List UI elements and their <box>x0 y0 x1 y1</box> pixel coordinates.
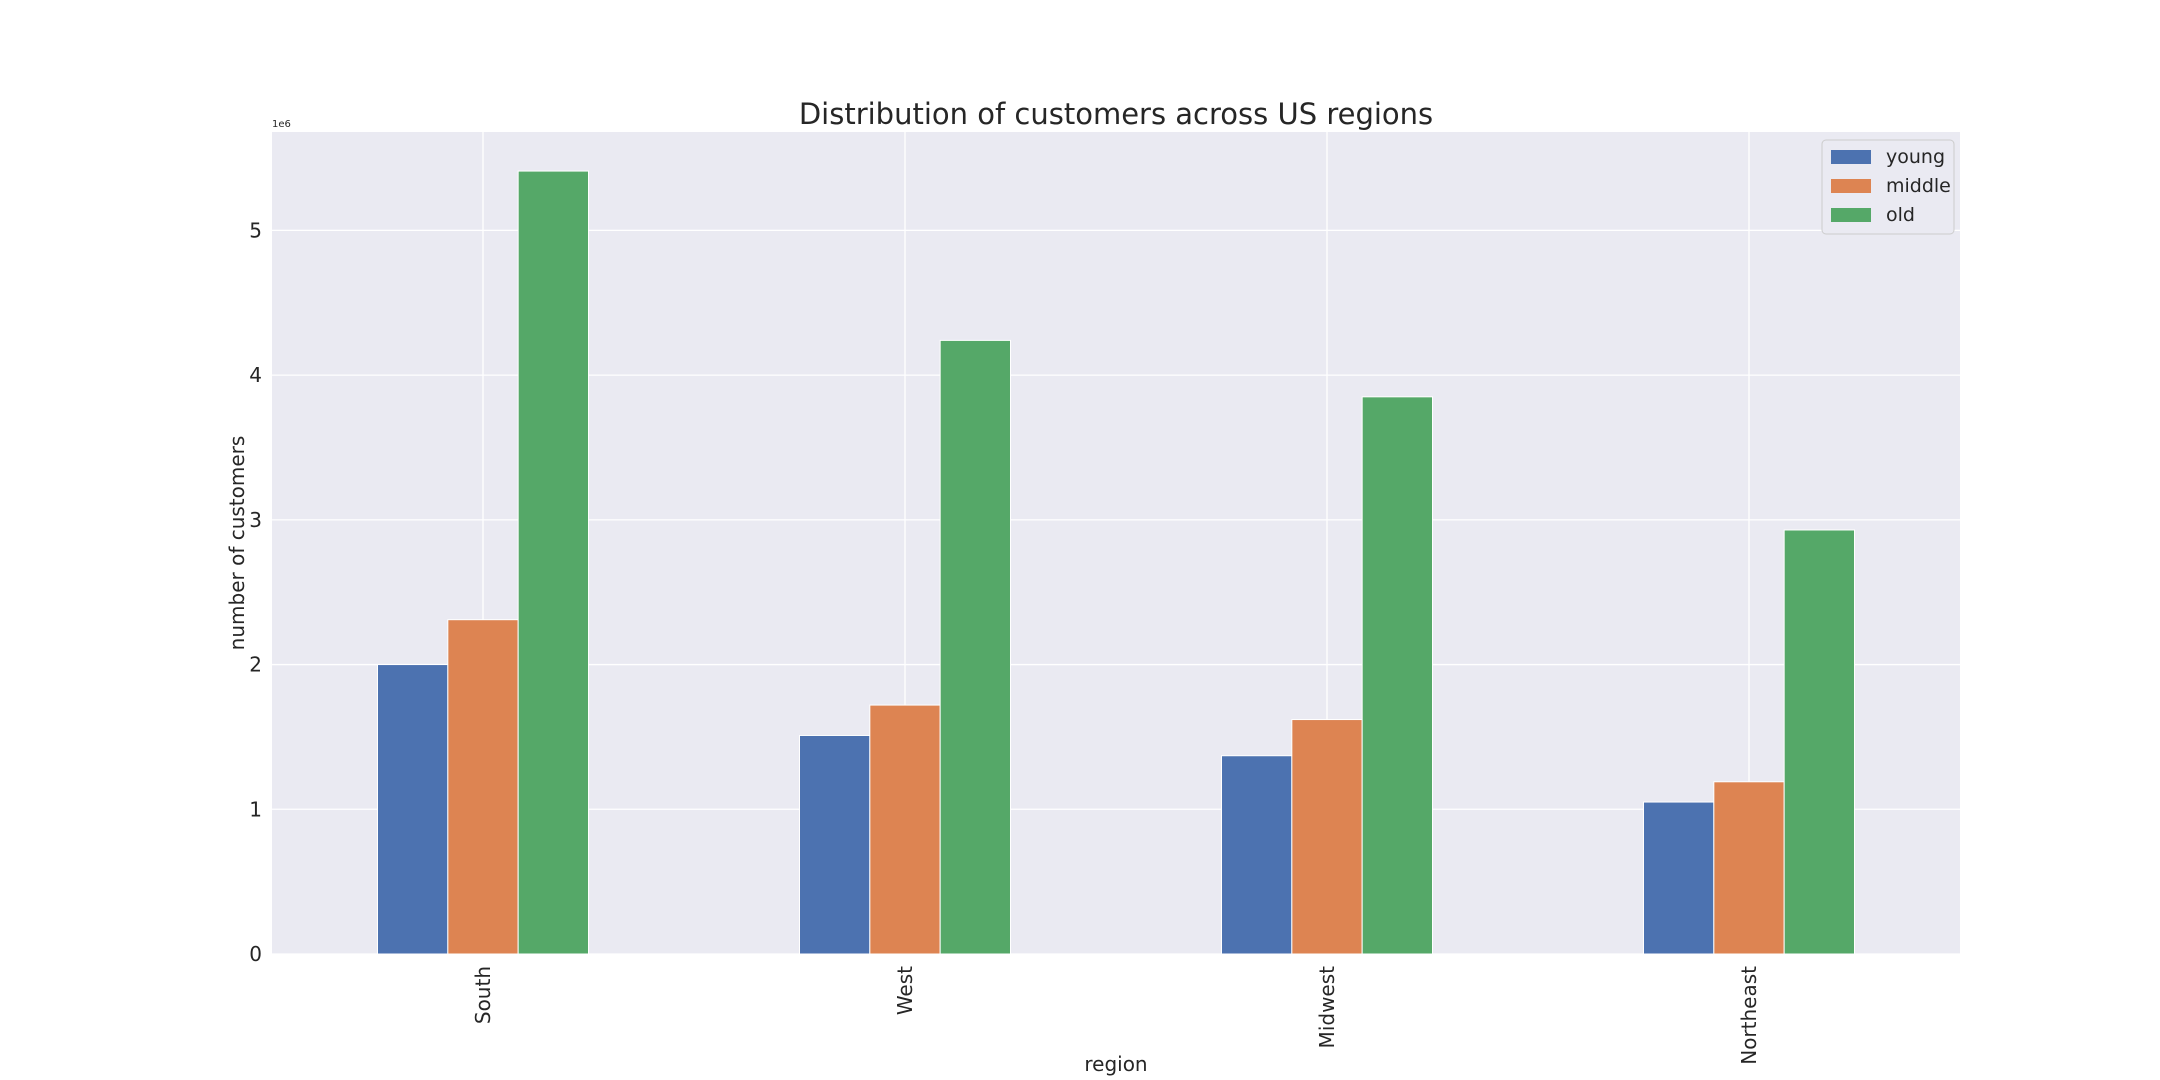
y-tick-label: 1 <box>249 797 262 821</box>
bar-young-south <box>377 664 449 955</box>
x-tick-label: West <box>893 966 917 1015</box>
y-axis-label: number of customers <box>225 436 249 651</box>
bars <box>377 170 1855 955</box>
bar-old-west <box>939 339 1012 955</box>
bar-middle-midwest <box>1291 719 1363 955</box>
chart-title: Distribution of customers across US regi… <box>799 97 1433 131</box>
x-tick-label: South <box>471 966 495 1024</box>
bar-young-west <box>799 734 871 955</box>
y-tick-label: 3 <box>249 508 262 532</box>
bar-old-midwest <box>1361 396 1433 955</box>
y-tick-label: 0 <box>249 942 262 966</box>
x-axis-label: region <box>1084 1052 1147 1076</box>
bar-middle-south <box>447 619 519 955</box>
x-tick-label: Midwest <box>1315 966 1339 1049</box>
bar-young-northeast <box>1643 801 1715 955</box>
legend-swatch-young <box>1831 150 1871 164</box>
bar-old-south <box>517 170 590 955</box>
legend-label-young: young <box>1886 146 1945 168</box>
bar-middle-northeast <box>1713 781 1785 955</box>
legend-label-old: old <box>1886 204 1915 226</box>
y-axis-offset-label: 1e6 <box>272 119 291 130</box>
bar-young-midwest <box>1221 755 1293 955</box>
x-axis-ticks: South West Midwest Northeast <box>471 966 1761 1065</box>
y-tick-label: 5 <box>249 218 262 242</box>
legend-label-middle: middle <box>1886 175 1951 197</box>
x-tick-label: Northeast <box>1737 966 1761 1065</box>
y-axis-ticks: 0 1 2 3 4 5 <box>249 218 262 966</box>
y-tick-label: 4 <box>249 363 262 387</box>
legend-swatch-old <box>1831 208 1871 222</box>
y-tick-label: 2 <box>249 653 262 677</box>
legend: young middle old <box>1821 139 1955 235</box>
legend-swatch-middle <box>1831 179 1871 193</box>
bar-middle-west <box>869 704 941 955</box>
bar-old-northeast <box>1783 529 1855 955</box>
